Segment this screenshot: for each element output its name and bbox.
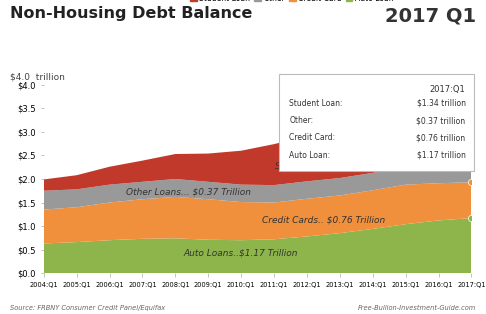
Text: Non-Housing Debt Balance: Non-Housing Debt Balance <box>10 6 252 21</box>
Text: Other Loans... $0.37 Trillion: Other Loans... $0.37 Trillion <box>126 187 251 196</box>
Text: Credit Cards.. $0.76 Trillion: Credit Cards.. $0.76 Trillion <box>262 216 385 225</box>
Text: Other:: Other: <box>289 116 313 125</box>
Text: Credit Card:: Credit Card: <box>289 133 335 143</box>
Text: $1.34 trillion: $1.34 trillion <box>417 99 466 108</box>
Text: Auto Loans..$1.17 Trillion: Auto Loans..$1.17 Trillion <box>184 248 298 257</box>
Text: $0.76 trillion: $0.76 trillion <box>417 133 466 143</box>
Text: Student Loan:: Student Loan: <box>289 99 343 108</box>
Text: $4.0  trillion: $4.0 trillion <box>10 72 65 81</box>
Text: $0.37 trillion: $0.37 trillion <box>417 116 466 125</box>
Text: Source: FRBNY Consumer Credit Panel/Equifax: Source: FRBNY Consumer Credit Panel/Equi… <box>10 305 165 311</box>
Text: 2017 Q1: 2017 Q1 <box>385 6 476 25</box>
Text: 2017:Q1: 2017:Q1 <box>430 85 466 94</box>
Text: $1.17 trillion: $1.17 trillion <box>417 151 466 160</box>
Text: Student Loan... $1.34 Trillion: Student Loan... $1.34 Trillion <box>275 162 405 171</box>
Legend: Student Loan, Other, Credit Card, Auto Loan: Student Loan, Other, Credit Card, Auto L… <box>187 0 397 6</box>
Text: Free-Bullion-Investment-Guide.com: Free-Bullion-Investment-Guide.com <box>358 305 476 311</box>
Text: Auto Loan:: Auto Loan: <box>289 151 330 160</box>
